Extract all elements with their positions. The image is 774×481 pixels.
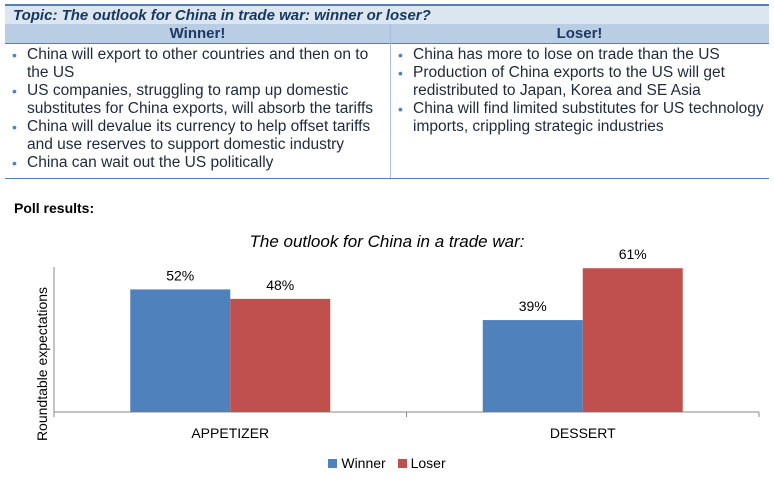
loser-header: Loser! — [556, 25, 603, 42]
winner-point: • China will export to other countries an… — [10, 46, 388, 82]
bullet-icon: • — [398, 101, 403, 117]
loser-point-text: China has more to lose on trade than the… — [413, 46, 720, 63]
legend-label-winner: Winner — [341, 455, 386, 471]
bullet-icon: • — [12, 119, 17, 135]
loser-point: • China has more to lose on trade than th… — [396, 46, 766, 64]
data-label: 48% — [266, 277, 294, 293]
bullet-icon: • — [398, 47, 403, 63]
winner-point-text: China will devalue its currency to help … — [27, 118, 371, 153]
chart-legend: Winner Loser — [0, 455, 774, 471]
loser-point: • China will find limited substitutes for… — [396, 100, 766, 136]
bullet-icon: • — [12, 47, 17, 63]
bullet-icon: • — [12, 83, 17, 99]
winner-point-text: US companies, struggling to ramp up dome… — [27, 82, 374, 117]
chart-title: The outlook for China in a trade war: — [249, 232, 525, 251]
topic-title: Topic: The outlook for China in trade wa… — [13, 7, 431, 24]
legend-swatch-loser — [397, 459, 407, 468]
legend-item-loser: Loser — [397, 455, 446, 471]
x-tick-label: DESSERT — [550, 425, 616, 441]
column-divider — [390, 24, 391, 178]
data-label: 52% — [166, 267, 194, 283]
data-label: 39% — [519, 298, 547, 314]
legend-swatch-winner — [328, 459, 338, 468]
legend-item-winner: Winner — [328, 455, 386, 471]
loser-points-list: • China has more to lose on trade than th… — [396, 46, 766, 136]
loser-point: • Production of China exports to the US w… — [396, 64, 766, 100]
bar-winner-appetizer — [130, 289, 231, 412]
legend-label-loser: Loser — [410, 455, 446, 471]
bullet-icon: • — [398, 65, 403, 81]
poll-results-label: Poll results: — [14, 200, 95, 216]
bar-loser-appetizer — [230, 298, 331, 412]
x-tick-label: APPETIZER — [191, 425, 269, 441]
winner-point-text: China can wait out the US politically — [27, 154, 274, 171]
column-headers: Winner! Loser! — [5, 24, 769, 44]
winner-points-list: • China will export to other countries an… — [10, 46, 388, 172]
winner-point-text: China will export to other countries and… — [27, 46, 369, 81]
table-bottom-rule — [5, 178, 769, 179]
loser-point-text: China will find limited substitutes for … — [413, 100, 764, 135]
winner-point: • US companies, struggling to ramp up dom… — [10, 82, 388, 118]
winner-point: • China will devalue its currency to help… — [10, 118, 388, 154]
bullet-icon: • — [12, 155, 17, 171]
winner-point: • China can wait out the US politically — [10, 154, 388, 172]
bar-loser-dessert — [582, 268, 683, 412]
data-label: 61% — [619, 246, 647, 262]
loser-point-text: Production of China exports to the US wi… — [413, 64, 725, 99]
bar-winner-dessert — [482, 320, 583, 412]
topic-bar: Topic: The outlook for China in trade wa… — [5, 4, 769, 24]
winner-header: Winner! — [169, 25, 226, 42]
